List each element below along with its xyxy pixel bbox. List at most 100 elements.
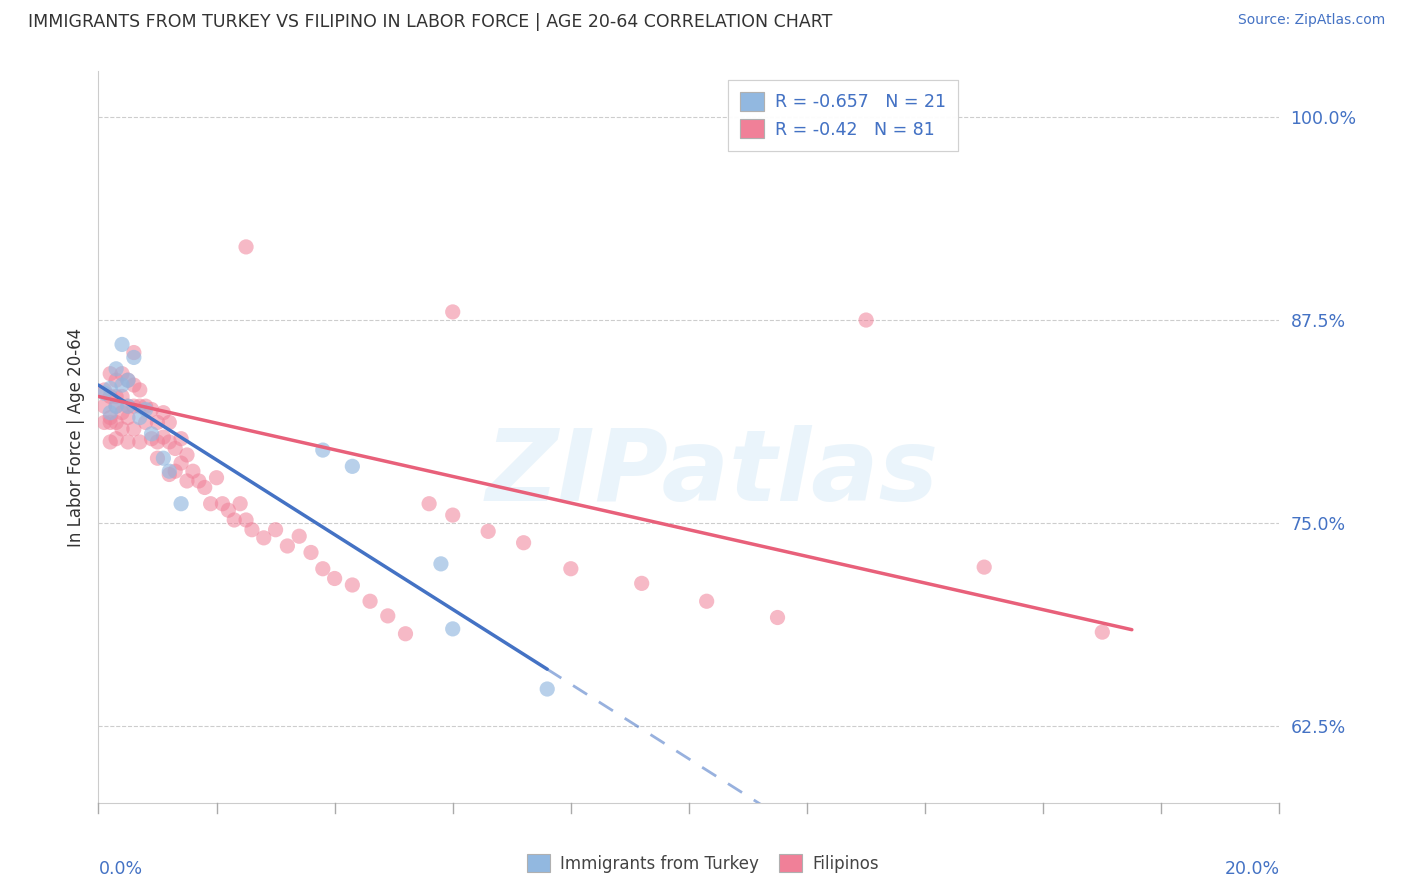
Point bbox=[441, 622, 464, 636]
Point bbox=[973, 560, 995, 574]
Point bbox=[122, 345, 145, 359]
Point bbox=[359, 594, 381, 608]
Point bbox=[135, 416, 157, 430]
Point bbox=[117, 434, 139, 449]
Point bbox=[105, 432, 128, 446]
Text: 20.0%: 20.0% bbox=[1225, 860, 1279, 878]
Point bbox=[377, 608, 399, 623]
Point bbox=[194, 480, 217, 494]
Point bbox=[855, 313, 877, 327]
Point bbox=[117, 399, 139, 413]
Point bbox=[98, 367, 121, 381]
Point bbox=[98, 410, 121, 425]
Point bbox=[98, 416, 121, 430]
Legend: R = -0.657   N = 21, R = -0.42   N = 81: R = -0.657 N = 21, R = -0.42 N = 81 bbox=[728, 80, 957, 151]
Text: ZIPatlas: ZIPatlas bbox=[486, 425, 939, 522]
Point bbox=[117, 373, 139, 387]
Point bbox=[176, 474, 198, 488]
Point bbox=[128, 434, 150, 449]
Point bbox=[152, 430, 174, 444]
Point bbox=[512, 535, 534, 549]
Point bbox=[135, 399, 157, 413]
Point bbox=[394, 626, 416, 640]
Point bbox=[105, 416, 128, 430]
Point bbox=[157, 464, 180, 478]
Point bbox=[170, 456, 193, 470]
Point bbox=[240, 523, 263, 537]
Point bbox=[235, 240, 257, 254]
Point bbox=[128, 410, 150, 425]
Point bbox=[696, 594, 718, 608]
Point bbox=[176, 448, 198, 462]
Point bbox=[253, 531, 276, 545]
Point bbox=[105, 389, 128, 403]
Point bbox=[141, 402, 163, 417]
Point bbox=[105, 361, 128, 376]
Point bbox=[288, 529, 311, 543]
Point bbox=[146, 451, 169, 466]
Point bbox=[165, 442, 187, 456]
Point bbox=[536, 681, 558, 696]
Point bbox=[157, 434, 180, 449]
Text: 0.0%: 0.0% bbox=[98, 860, 142, 878]
Text: Source: ZipAtlas.com: Source: ZipAtlas.com bbox=[1237, 13, 1385, 28]
Point bbox=[430, 557, 453, 571]
Point bbox=[111, 378, 134, 392]
Point bbox=[98, 381, 121, 395]
Point bbox=[418, 497, 440, 511]
Point bbox=[181, 464, 204, 478]
Point bbox=[342, 578, 364, 592]
Point bbox=[122, 378, 145, 392]
Point bbox=[111, 406, 134, 420]
Point bbox=[157, 416, 180, 430]
Point bbox=[312, 443, 335, 458]
Legend: Immigrants from Turkey, Filipinos: Immigrants from Turkey, Filipinos bbox=[520, 847, 886, 880]
Point bbox=[152, 406, 174, 420]
Y-axis label: In Labor Force | Age 20-64: In Labor Force | Age 20-64 bbox=[66, 327, 84, 547]
Point bbox=[630, 576, 652, 591]
Point bbox=[165, 464, 187, 478]
Point bbox=[441, 508, 464, 522]
Point bbox=[152, 451, 174, 466]
Point bbox=[117, 410, 139, 425]
Point bbox=[111, 337, 134, 351]
Point bbox=[141, 426, 163, 441]
Point bbox=[264, 523, 287, 537]
Point bbox=[93, 399, 115, 413]
Point bbox=[117, 399, 139, 413]
Point bbox=[141, 432, 163, 446]
Point bbox=[441, 305, 464, 319]
Point bbox=[276, 539, 298, 553]
Point bbox=[93, 416, 115, 430]
Point bbox=[93, 383, 115, 397]
Point bbox=[205, 471, 228, 485]
Point bbox=[299, 545, 322, 559]
Point bbox=[146, 416, 169, 430]
Point bbox=[98, 434, 121, 449]
Text: IMMIGRANTS FROM TURKEY VS FILIPINO IN LABOR FORCE | AGE 20-64 CORRELATION CHART: IMMIGRANTS FROM TURKEY VS FILIPINO IN LA… bbox=[28, 13, 832, 31]
Point bbox=[122, 351, 145, 365]
Point bbox=[146, 434, 169, 449]
Point bbox=[766, 610, 789, 624]
Point bbox=[128, 399, 150, 413]
Point bbox=[1091, 625, 1114, 640]
Point bbox=[111, 389, 134, 403]
Point bbox=[229, 497, 252, 511]
Point bbox=[323, 572, 346, 586]
Point bbox=[170, 497, 193, 511]
Point bbox=[211, 497, 233, 511]
Point bbox=[157, 467, 180, 482]
Point bbox=[477, 524, 499, 539]
Point bbox=[105, 373, 128, 387]
Point bbox=[111, 367, 134, 381]
Point bbox=[235, 513, 257, 527]
Point bbox=[560, 562, 582, 576]
Point bbox=[105, 399, 128, 413]
Point bbox=[170, 432, 193, 446]
Point bbox=[342, 459, 364, 474]
Point bbox=[93, 386, 115, 401]
Point bbox=[122, 399, 145, 413]
Point bbox=[187, 474, 209, 488]
Point bbox=[117, 373, 139, 387]
Point bbox=[98, 389, 121, 403]
